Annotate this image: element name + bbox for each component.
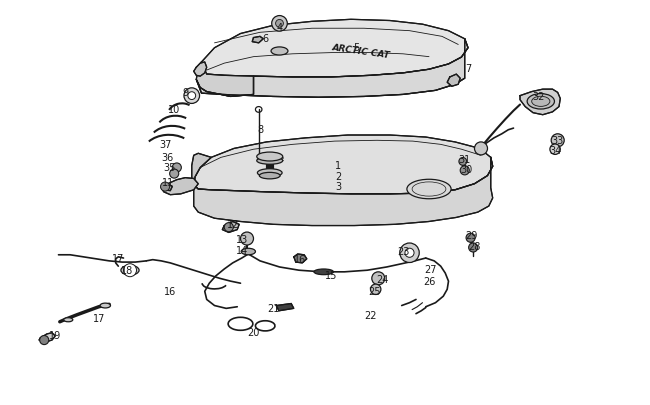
Ellipse shape [407,180,451,199]
Polygon shape [192,154,211,185]
Text: 35: 35 [162,163,176,173]
Text: 5: 5 [353,43,359,53]
Circle shape [224,223,233,232]
Polygon shape [252,37,263,44]
Text: 37: 37 [159,140,172,150]
Text: 29: 29 [465,231,478,241]
Polygon shape [447,75,460,87]
Polygon shape [162,184,172,191]
Text: 16: 16 [164,287,176,296]
Text: 23: 23 [396,246,410,256]
Circle shape [466,234,475,243]
Text: 20: 20 [247,327,260,337]
Circle shape [184,89,200,104]
Text: 1: 1 [335,161,341,171]
Text: 18: 18 [121,266,133,275]
Circle shape [161,183,170,192]
Circle shape [272,17,287,32]
Circle shape [370,284,381,295]
Circle shape [400,243,419,263]
Text: 7: 7 [465,64,471,74]
Text: 3: 3 [335,181,341,191]
Polygon shape [222,222,239,233]
Text: 4: 4 [276,23,283,32]
Text: 30: 30 [461,164,473,174]
Ellipse shape [257,153,283,162]
Text: 11: 11 [162,177,174,187]
Circle shape [459,158,467,166]
Circle shape [40,336,49,345]
Ellipse shape [259,173,280,179]
Ellipse shape [314,269,333,275]
Polygon shape [194,136,493,194]
Circle shape [372,272,385,285]
Text: 14: 14 [236,245,248,255]
Ellipse shape [100,303,110,308]
Text: 22: 22 [364,310,377,320]
Text: 10: 10 [168,105,180,115]
Text: 32: 32 [532,92,545,101]
Text: 36: 36 [162,152,174,162]
Text: 2: 2 [335,171,341,181]
Ellipse shape [121,266,139,275]
Polygon shape [196,40,468,98]
Text: 17: 17 [92,313,105,323]
Circle shape [551,134,564,147]
Text: ARCTIC CAT: ARCTIC CAT [331,43,391,60]
Text: 19: 19 [49,330,61,340]
Text: 12: 12 [226,220,239,230]
Text: 6: 6 [262,34,268,43]
Ellipse shape [241,249,255,255]
Text: 25: 25 [368,286,381,296]
Text: 17: 17 [112,254,125,263]
Text: 28: 28 [468,241,481,251]
Polygon shape [194,158,493,226]
Circle shape [550,145,560,155]
Polygon shape [161,178,198,195]
Ellipse shape [257,169,282,177]
Text: 26: 26 [422,277,436,286]
Polygon shape [194,63,207,77]
Ellipse shape [532,97,550,107]
Circle shape [405,249,414,258]
Circle shape [240,232,254,245]
Polygon shape [276,304,294,311]
Polygon shape [196,63,254,97]
Ellipse shape [271,48,288,56]
Polygon shape [198,20,468,78]
Circle shape [124,264,136,277]
Text: 33: 33 [552,136,564,146]
Circle shape [474,143,488,156]
Circle shape [460,166,469,175]
Text: 16: 16 [294,254,306,264]
Text: 9: 9 [182,88,188,98]
Circle shape [276,20,283,28]
Circle shape [170,170,179,179]
Text: 8: 8 [257,125,263,134]
Circle shape [188,92,196,100]
Text: 27: 27 [424,264,437,274]
Polygon shape [520,90,560,115]
Ellipse shape [257,158,283,165]
Circle shape [469,243,478,252]
Text: 13: 13 [236,234,248,244]
Polygon shape [294,254,307,263]
Text: 31: 31 [458,155,470,165]
Text: 24: 24 [376,275,389,284]
Text: 34: 34 [549,146,561,156]
Ellipse shape [527,94,554,110]
Text: 15: 15 [325,271,338,280]
Text: 21: 21 [266,303,280,313]
Ellipse shape [64,318,73,322]
Circle shape [172,164,181,173]
Polygon shape [39,333,55,342]
